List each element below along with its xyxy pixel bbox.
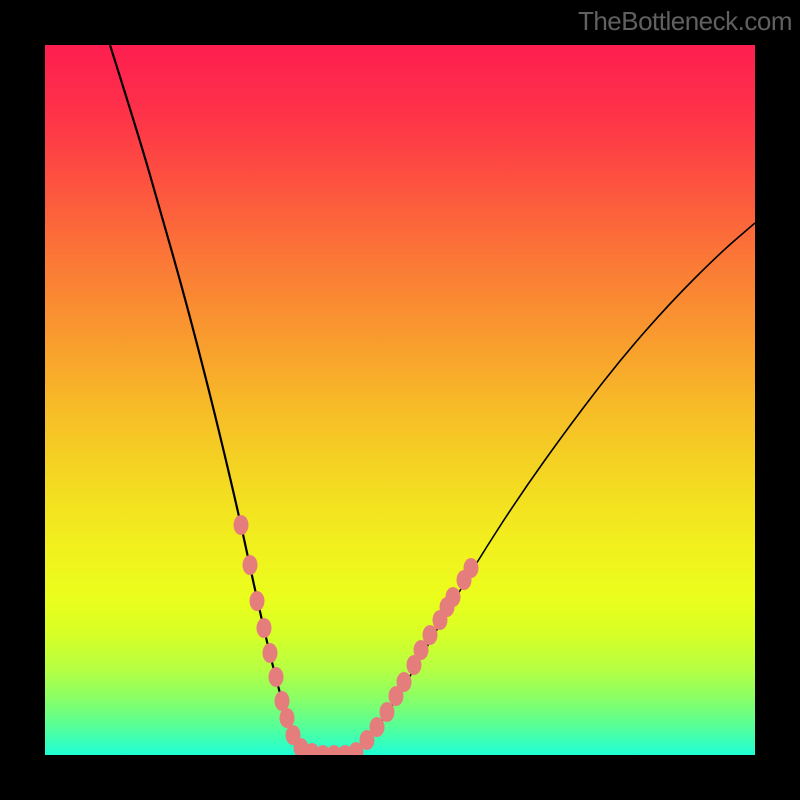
data-marker <box>243 555 258 575</box>
data-marker <box>250 591 265 611</box>
markers-group <box>234 515 479 755</box>
data-marker <box>397 672 412 692</box>
data-marker <box>263 643 278 663</box>
plot-area <box>45 45 755 755</box>
data-marker <box>280 708 295 728</box>
data-marker <box>275 691 290 711</box>
chart-root: TheBottleneck.com <box>0 0 800 800</box>
data-marker <box>446 587 461 607</box>
data-marker <box>464 558 479 578</box>
left-curve <box>110 45 313 755</box>
watermark-text: TheBottleneck.com <box>578 6 792 37</box>
data-marker <box>380 702 395 722</box>
curve-layer <box>45 45 755 755</box>
data-marker <box>269 667 284 687</box>
data-marker <box>257 618 272 638</box>
data-marker <box>234 515 249 535</box>
data-marker <box>423 625 438 645</box>
data-marker <box>370 717 385 737</box>
